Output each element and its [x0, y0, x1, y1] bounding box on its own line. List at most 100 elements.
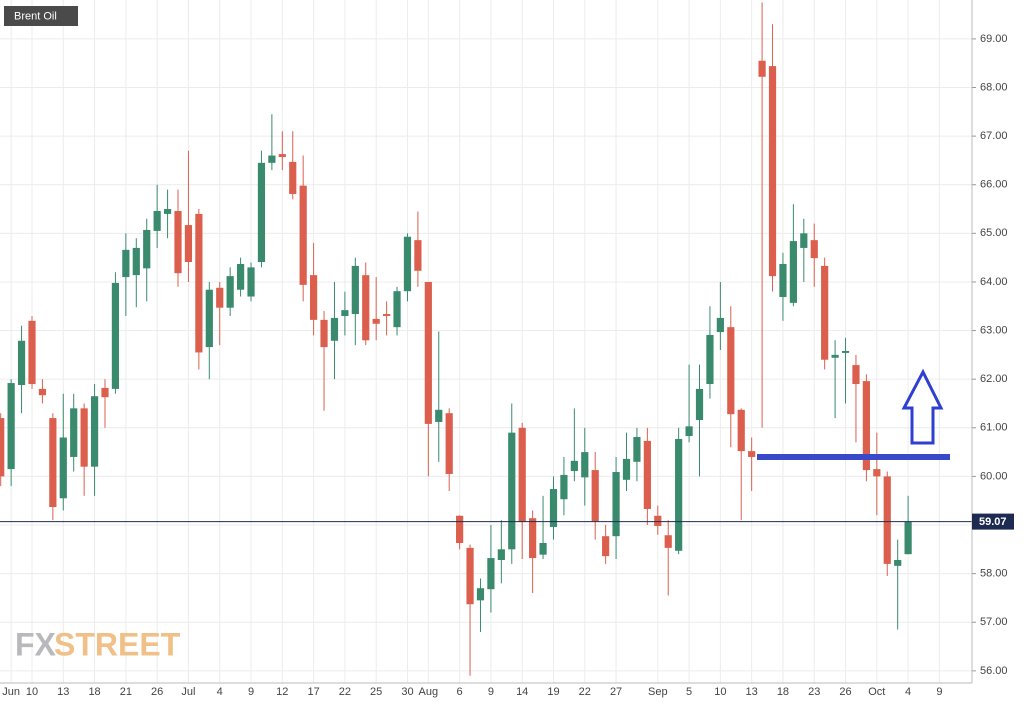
candle-body: [497, 549, 505, 561]
candle-body: [299, 185, 307, 285]
candle-body: [549, 489, 558, 527]
candle-body: [372, 318, 380, 324]
candle-body: [341, 310, 349, 316]
candle-body: [289, 161, 297, 194]
x-tick-label: 23: [808, 686, 820, 698]
candle-body: [49, 418, 57, 508]
x-tick-label: 10: [26, 686, 38, 698]
candle-body: [904, 521, 912, 555]
candle-body: [643, 440, 651, 509]
candle-body: [841, 350, 850, 353]
title-box: [4, 6, 78, 26]
x-tick-label: 5: [686, 686, 692, 698]
logo: FX: [15, 626, 57, 662]
candle-body: [143, 229, 151, 269]
candle-body: [320, 319, 328, 348]
candle-body: [591, 470, 599, 522]
candle-body: [685, 426, 693, 437]
candle-body: [883, 476, 891, 564]
candle-body: [664, 535, 672, 548]
candle-body: [529, 518, 537, 559]
candle-body: [310, 275, 318, 320]
x-tick-label: Jul: [181, 686, 195, 698]
candle-body: [695, 388, 704, 421]
candle-body: [873, 469, 881, 477]
candle-body: [518, 427, 526, 523]
last-price-box: [972, 513, 1014, 530]
grid: [0, 0, 972, 683]
x-tick-label: 13: [746, 686, 758, 698]
candle-body: [247, 267, 255, 297]
x-tick-label: 18: [777, 686, 789, 698]
candle-body: [362, 275, 370, 341]
candle-body: [456, 515, 464, 543]
x-tick-label: 13: [57, 686, 69, 698]
candle-body: [122, 249, 130, 278]
candle-body: [810, 240, 818, 259]
candle-body: [184, 225, 193, 263]
candle-body: [257, 162, 266, 263]
x-tick-label: 9: [488, 686, 494, 698]
x-tick-label: 22: [579, 686, 591, 698]
candle-body: [7, 383, 15, 470]
candle-body: [278, 154, 286, 158]
candle-body: [435, 409, 443, 422]
x-tick-label: 4: [905, 686, 911, 698]
candle-body: [424, 281, 432, 424]
candle-body: [539, 542, 547, 555]
candle-body: [727, 327, 735, 415]
x-tick-label: 30: [401, 686, 413, 698]
up-arrow: [901, 368, 944, 445]
candle-body: [654, 515, 662, 526]
candle-body: [226, 276, 234, 308]
y-tick-label: 63.00: [980, 324, 1008, 336]
candle-body: [205, 289, 213, 348]
candle-body: [789, 241, 797, 303]
x-tick-label: 21: [120, 686, 132, 698]
candles: [0, 2, 972, 676]
candle-body: [487, 558, 495, 590]
candle-body: [445, 413, 453, 474]
candle-body: [403, 236, 412, 292]
candle-body: [570, 460, 578, 472]
x-tick-label: 10: [714, 686, 726, 698]
x-tick-label: 25: [370, 686, 382, 698]
candle-body: [852, 365, 860, 385]
candle-body: [737, 409, 745, 452]
candle-body: [17, 340, 26, 386]
candle-body: [90, 396, 99, 467]
candle-body: [476, 588, 485, 601]
y-tick-label: 64.00: [980, 276, 1008, 288]
candle-body: [111, 282, 120, 389]
chart-title: Brent Oil: [14, 10, 57, 22]
candle-body: [383, 314, 391, 316]
candle-body: [633, 437, 641, 462]
y-tick-label: 57.00: [980, 616, 1008, 628]
candle-body: [706, 334, 714, 385]
candle-body: [174, 210, 182, 274]
x-tick-label: Sep: [648, 686, 668, 698]
candle-body: [0, 418, 5, 477]
y-tick-label: 68.00: [980, 81, 1008, 93]
x-tick-label: 6: [457, 686, 463, 698]
y-tick-label: 62.00: [980, 373, 1008, 385]
candle-body: [330, 317, 339, 341]
candle-body: [195, 213, 203, 353]
candle-body: [236, 263, 245, 290]
x-tick-label: 12: [276, 686, 288, 698]
x-tick-label: Aug: [419, 686, 439, 698]
x-tick-label: 27: [610, 686, 622, 698]
candle-body: [560, 474, 568, 500]
axes: 56.0057.0058.0059.0060.0061.0062.0063.00…: [2, 33, 1014, 698]
candle-body: [163, 209, 172, 214]
y-tick-label: 66.00: [980, 179, 1008, 191]
last-price-label: 59.07: [979, 516, 1007, 528]
x-tick-label: 19: [547, 686, 559, 698]
candle-body: [101, 387, 109, 398]
y-tick-label: 65.00: [980, 227, 1008, 239]
x-tick-label: 26: [839, 686, 851, 698]
candle-body: [59, 437, 67, 499]
candle-body: [602, 536, 610, 557]
